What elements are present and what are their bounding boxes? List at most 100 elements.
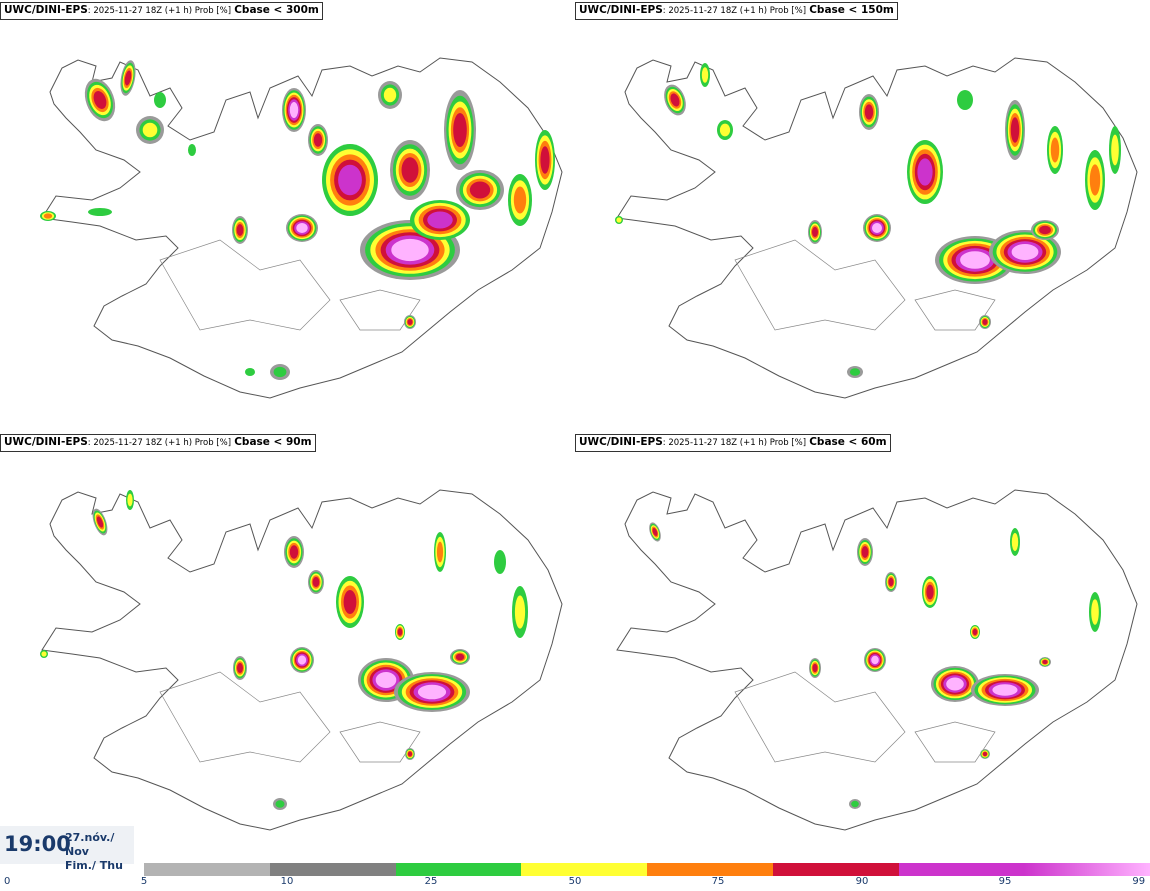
valid-time-box: 19:00 27.nóv./ Nov Fim./ Thu xyxy=(0,826,134,872)
legend-swatch xyxy=(647,863,773,876)
probability-area xyxy=(92,508,108,536)
iceland-map xyxy=(615,57,1138,399)
probability-area xyxy=(931,666,979,702)
probability-area xyxy=(849,799,861,809)
probability-area xyxy=(395,624,405,640)
legend-swatch xyxy=(1024,863,1150,876)
iceland-map xyxy=(40,57,563,399)
probability-area xyxy=(232,216,248,244)
probability-area xyxy=(40,211,56,221)
map-panel-cbase-60: UWC/DINI-EPS: 2025-11-27 18Z (+1 h) Prob… xyxy=(575,432,1150,864)
probability-area xyxy=(284,536,304,568)
probability-area xyxy=(512,586,528,638)
probability-area xyxy=(857,538,873,566)
legend-swatch xyxy=(898,863,1025,876)
probability-area xyxy=(535,130,555,190)
legend-tick-label: 5 xyxy=(140,876,148,887)
map-panel-cbase-300: UWC/DINI-EPS: 2025-11-27 18Z (+1 h) Prob… xyxy=(0,0,575,432)
legend-tick-label: 0 xyxy=(4,876,11,887)
legend-swatch xyxy=(521,863,648,876)
probability-area xyxy=(664,84,686,116)
legend-tick-label: 90 xyxy=(855,876,869,887)
probability-area xyxy=(270,364,290,380)
probability-area xyxy=(1031,220,1059,240)
probability-area xyxy=(245,368,255,376)
probability-area xyxy=(494,550,506,574)
legend-tick-label: 75 xyxy=(711,876,725,887)
valid-date: 27.nóv./ Nov Fim./ Thu xyxy=(65,831,123,872)
probability-area xyxy=(126,490,134,510)
legend-swatch xyxy=(772,863,899,876)
probability-area xyxy=(885,572,897,592)
probability-area xyxy=(390,140,430,200)
legend-tick-label: 50 xyxy=(568,876,582,887)
iceland-map xyxy=(40,489,563,831)
legend-tick-label: 10 xyxy=(280,876,294,887)
probability-area xyxy=(508,174,532,226)
probability-area xyxy=(979,315,991,329)
probability-area xyxy=(717,120,733,140)
probability-area xyxy=(859,94,879,130)
legend-tick-label: 25 xyxy=(424,876,438,887)
probability-area xyxy=(847,366,863,378)
probability-area xyxy=(980,749,990,759)
probability-area xyxy=(971,674,1039,706)
probability-area xyxy=(88,208,112,216)
legend-tick-label: 99 xyxy=(1132,876,1146,887)
probability-area xyxy=(1047,126,1063,174)
probability-area xyxy=(336,576,364,628)
probability-area xyxy=(1089,592,1101,632)
inland-boundary xyxy=(734,671,996,763)
panel-title: UWC/DINI-EPS: 2025-11-27 18Z (+1 h) Prob… xyxy=(0,2,323,20)
legend-swatch xyxy=(144,863,270,876)
iceland-map xyxy=(616,489,1138,831)
probability-area xyxy=(40,650,48,658)
probability-area xyxy=(405,748,415,760)
probability-area xyxy=(989,230,1061,274)
probability-area xyxy=(410,200,470,240)
probability-area xyxy=(615,216,623,224)
probability-area xyxy=(700,63,710,87)
probability-area xyxy=(444,90,476,170)
probability-area xyxy=(1039,657,1051,667)
probability-area xyxy=(394,672,470,712)
probability-area xyxy=(282,88,306,132)
probability-area xyxy=(863,214,891,242)
legend-swatch xyxy=(269,863,396,876)
probability-area xyxy=(308,124,328,156)
panel-title: UWC/DINI-EPS: 2025-11-27 18Z (+1 h) Prob… xyxy=(575,2,898,20)
probability-area xyxy=(154,92,166,108)
probability-area xyxy=(970,625,980,639)
probability-area xyxy=(864,648,886,672)
probability-area xyxy=(233,656,247,680)
probability-area xyxy=(1010,528,1020,556)
panel-title: UWC/DINI-EPS: 2025-11-27 18Z (+1 h) Prob… xyxy=(0,434,316,452)
probability-area xyxy=(308,570,324,594)
inland-boundary xyxy=(159,671,421,763)
panel-title: UWC/DINI-EPS: 2025-11-27 18Z (+1 h) Prob… xyxy=(575,434,891,452)
probability-area xyxy=(450,649,470,665)
legend-swatch xyxy=(395,863,522,876)
legend-tick-label: 95 xyxy=(998,876,1012,887)
map-panel-cbase-150: UWC/DINI-EPS: 2025-11-27 18Z (+1 h) Prob… xyxy=(575,0,1150,432)
probability-area xyxy=(136,116,164,144)
probability-area xyxy=(322,144,378,216)
valid-time: 19:00 xyxy=(4,832,71,856)
probability-area xyxy=(808,220,822,244)
probability-area xyxy=(120,60,136,96)
probability-area xyxy=(957,90,973,110)
color-legend xyxy=(144,863,1150,876)
probability-area xyxy=(907,140,943,204)
probability-area xyxy=(404,315,416,329)
probability-area xyxy=(922,576,938,608)
probability-area xyxy=(434,532,446,572)
probability-area xyxy=(649,522,661,542)
probability-area xyxy=(286,214,318,242)
probability-area xyxy=(809,658,821,678)
probability-area xyxy=(273,798,287,810)
probability-area xyxy=(1109,126,1121,174)
probability-area xyxy=(456,170,504,210)
probability-area xyxy=(1085,150,1105,210)
map-panel-cbase-90: UWC/DINI-EPS: 2025-11-27 18Z (+1 h) Prob… xyxy=(0,432,575,864)
probability-area xyxy=(84,78,116,122)
